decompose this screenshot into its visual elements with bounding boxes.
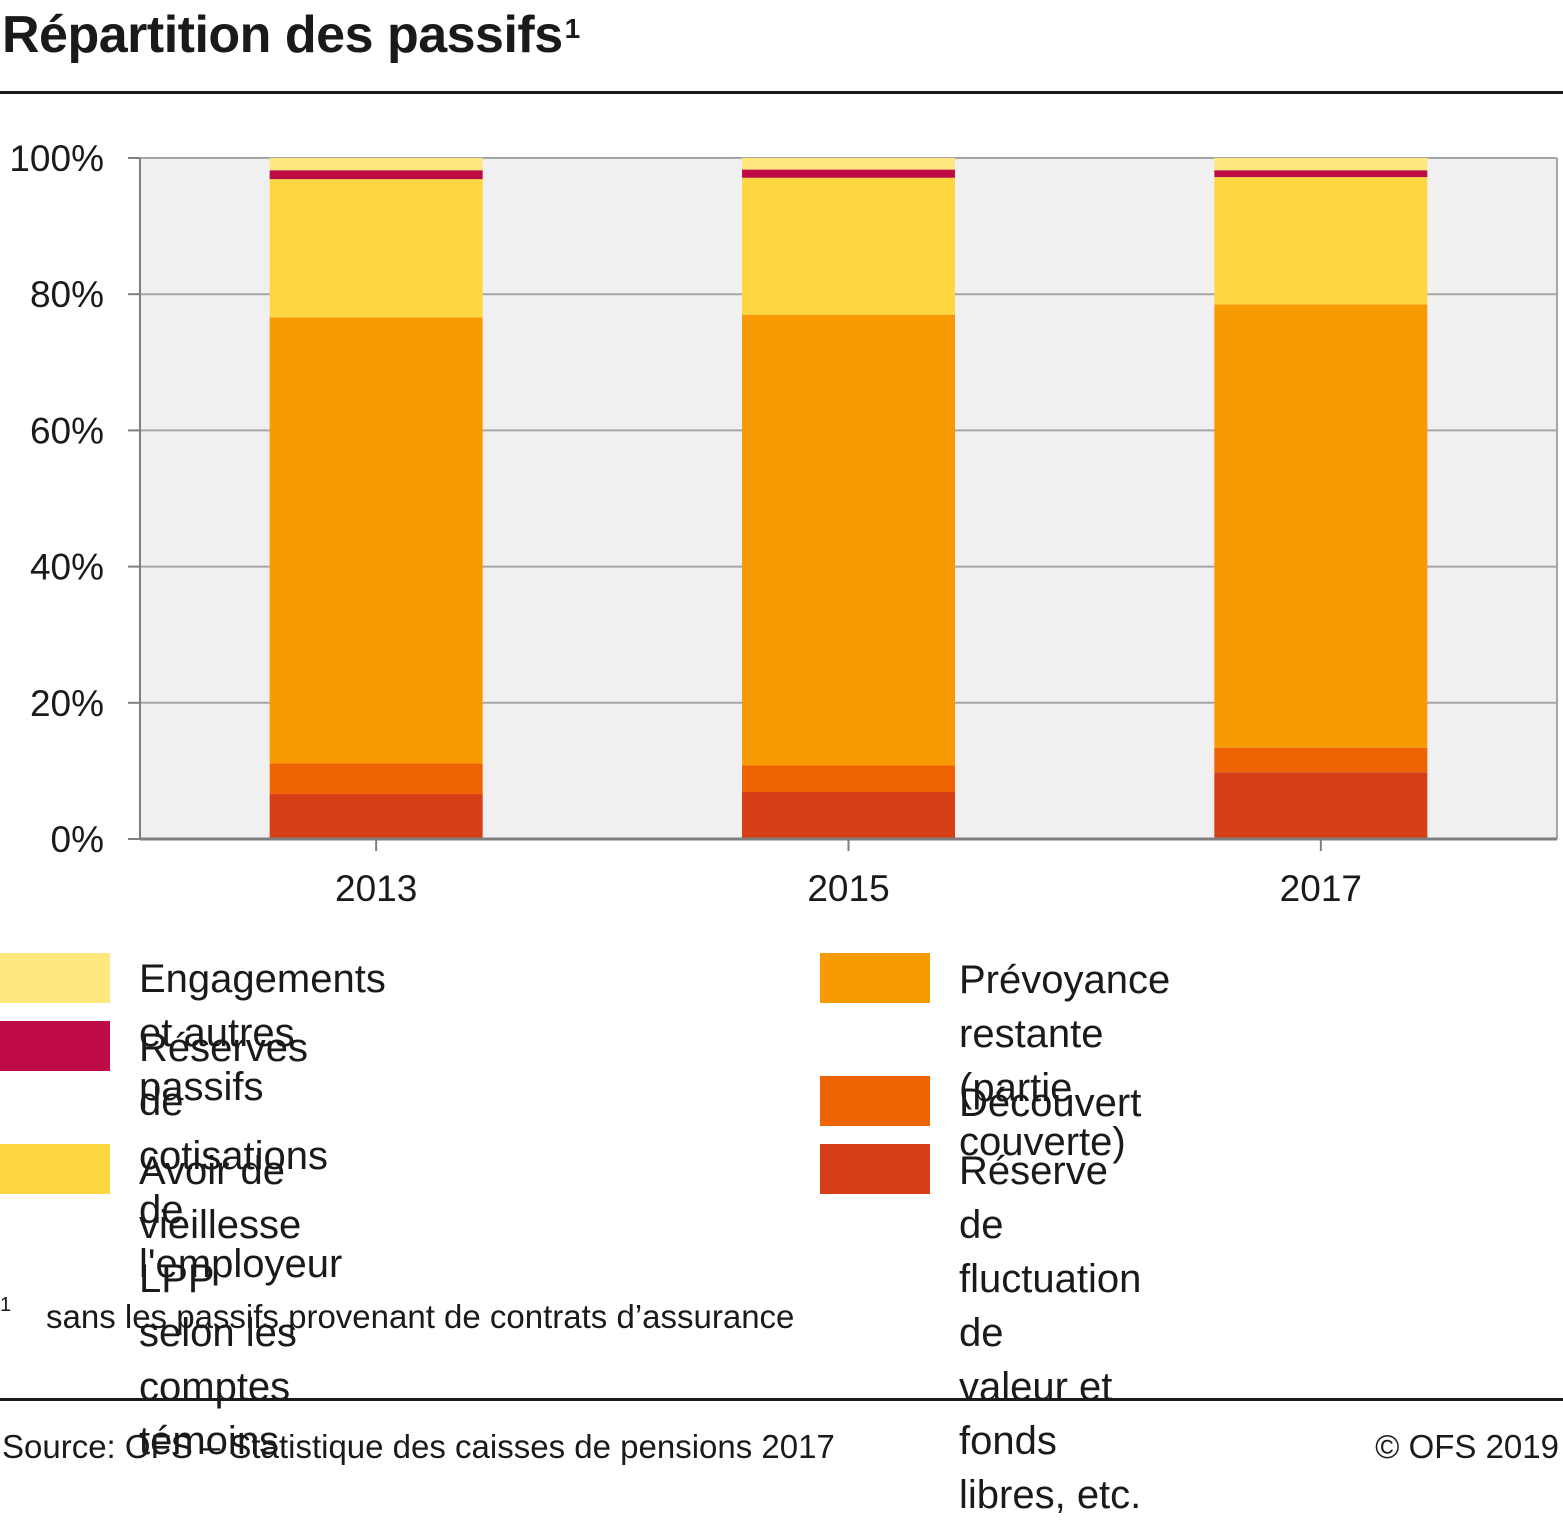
legend-swatch xyxy=(0,1021,110,1071)
legend-label: Avoir de vieillesse LPP selon les compte… xyxy=(139,1149,302,1463)
chart-title-text: Répartition des passifs xyxy=(2,6,563,64)
y-tick-label: 100% xyxy=(9,138,104,179)
bar-segment xyxy=(269,158,483,171)
bar-segment xyxy=(742,169,955,178)
bar-segment xyxy=(1214,772,1428,839)
footnote-marker: 1 xyxy=(0,1294,12,1316)
bar-segment xyxy=(269,179,483,318)
y-tick-label: 40% xyxy=(30,547,104,588)
legend-swatch xyxy=(820,953,930,1003)
bar-segment xyxy=(742,314,955,766)
x-tick-label: 2015 xyxy=(807,868,889,909)
bar-segment xyxy=(1214,158,1428,171)
top-rule xyxy=(0,91,1563,94)
legend-label: Réserves de cotisations de l'employeur xyxy=(139,1026,343,1286)
y-tick-label: 60% xyxy=(30,410,104,451)
bar-segment xyxy=(742,158,955,170)
legend-label: Réserve de fluctuation de valeur et fond… xyxy=(959,1149,1142,1517)
footnote-text: sans les passifs provenant de contrats d… xyxy=(46,1298,795,1335)
bottom-rule xyxy=(0,1398,1563,1401)
legend-label: Prévoyance restante (partie couverte) xyxy=(959,958,1171,1164)
legend-swatch xyxy=(820,1076,930,1126)
bar-segment xyxy=(742,792,955,839)
bar-segment xyxy=(742,765,955,793)
y-tick-label: 0% xyxy=(51,819,104,860)
bar-segment xyxy=(269,794,483,839)
legend-swatch xyxy=(0,953,110,1003)
stacked-bar-chart: 0% 20% 40% 60% 80% 100% 2013 2015 2017 xyxy=(9,138,1558,909)
bar-segment xyxy=(1214,747,1428,773)
title-footnote-marker: 1 xyxy=(564,13,581,44)
bar-segment xyxy=(1214,304,1428,748)
bar-segment xyxy=(1214,177,1428,305)
source-text: Source: OFS – Statistique des caisses de… xyxy=(2,1428,835,1465)
legend-label: Engagements et autres passifs xyxy=(139,957,386,1109)
x-tick-label: 2017 xyxy=(1280,868,1362,909)
bar-segment xyxy=(742,177,955,315)
copyright-text: © OFS 2019 xyxy=(1375,1428,1559,1465)
y-tick-label: 20% xyxy=(30,683,104,724)
bar-segment xyxy=(269,317,483,764)
chart-title: Répartition des passifs1 xyxy=(2,2,580,68)
bar-segment xyxy=(269,763,483,795)
legend-swatch xyxy=(820,1144,930,1194)
x-tick-label: 2013 xyxy=(335,868,417,909)
legend-label: Découvert xyxy=(959,1081,1142,1125)
bar-segment xyxy=(1214,170,1428,178)
bar-segment xyxy=(269,170,483,180)
y-tick-label: 80% xyxy=(30,274,104,315)
legend-swatch xyxy=(0,1144,110,1194)
